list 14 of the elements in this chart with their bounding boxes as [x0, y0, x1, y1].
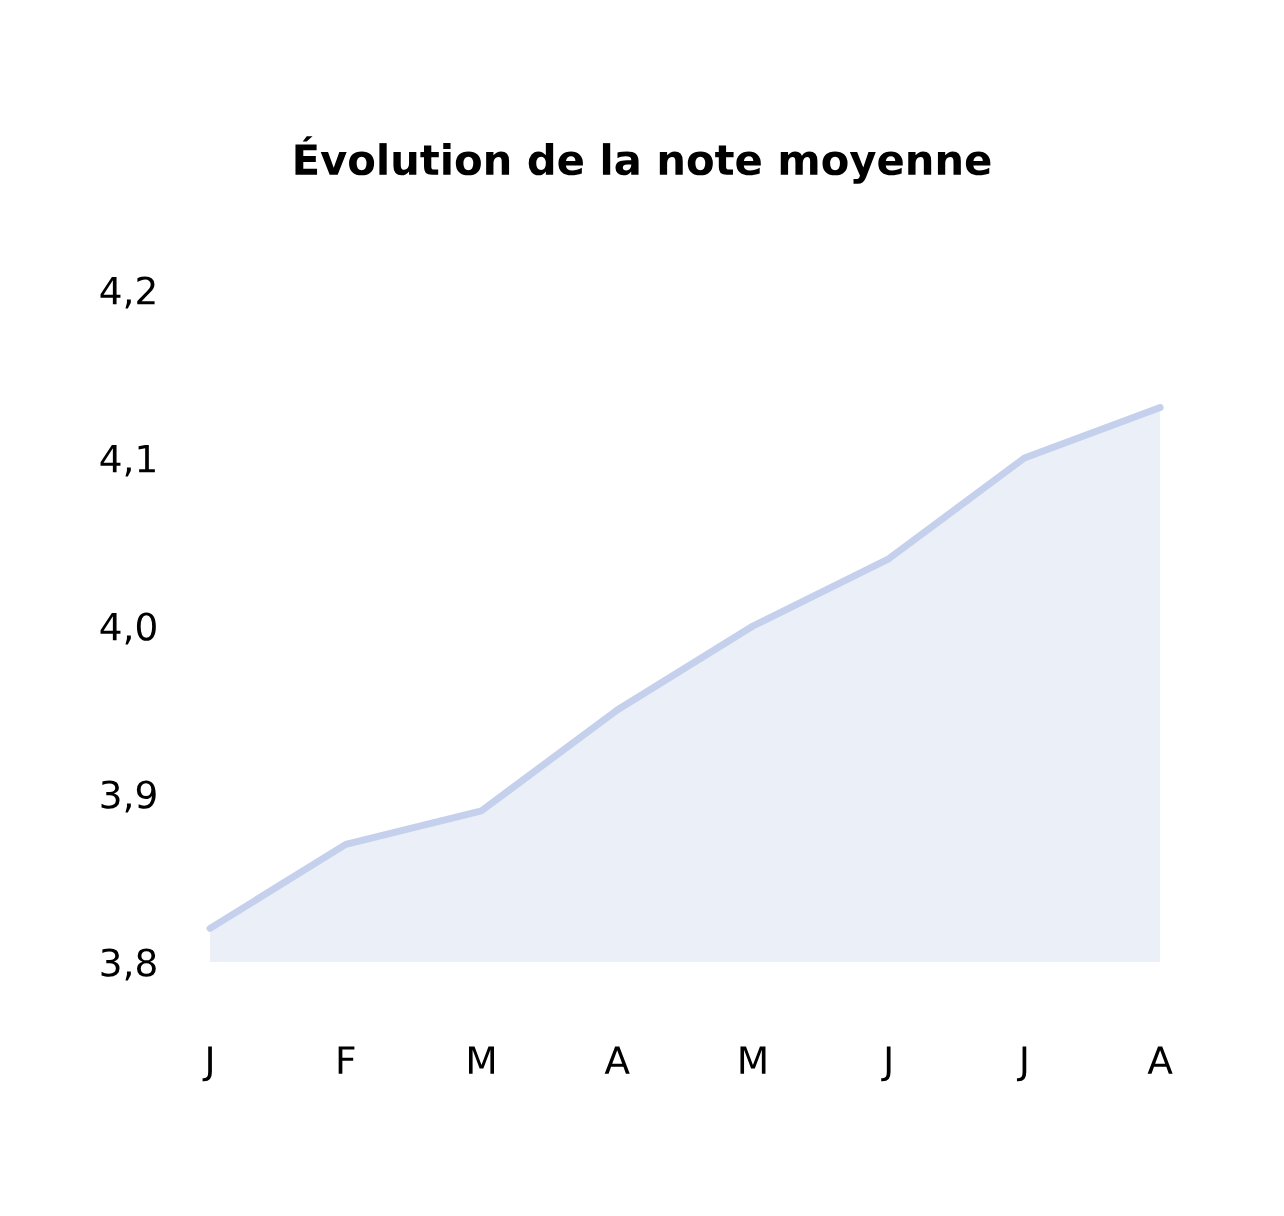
y-tick-label: 4,2	[100, 276, 155, 309]
x-tick-label: M	[740, 1046, 766, 1074]
x-tick-label: A	[604, 1046, 630, 1074]
chart-title: Évolution de la note moyenne	[295, 136, 991, 184]
x-tick-label: J	[1016, 1046, 1027, 1082]
x-tick-label: A	[1147, 1046, 1173, 1074]
x-tick-label: F	[338, 1046, 355, 1074]
y-tick-label: 4,0	[100, 612, 156, 645]
y-tick-label: 3,8	[101, 948, 156, 981]
x-tick-label: J	[202, 1046, 212, 1082]
x-tick-label: M	[469, 1046, 495, 1074]
y-tick-label: 4,1	[100, 444, 155, 477]
x-tick-label: J	[881, 1046, 891, 1082]
y-tick-label: 3,9	[101, 780, 156, 813]
